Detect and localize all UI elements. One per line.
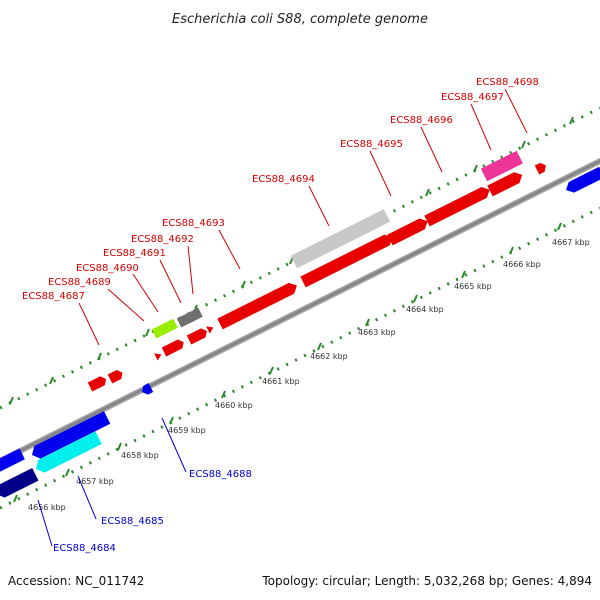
tick-label: 4667 kbp bbox=[552, 238, 590, 247]
gene-ecs88-4697b[interactable] bbox=[487, 170, 525, 197]
gene-ecs88-4692[interactable] bbox=[176, 307, 203, 328]
gene-ecs88-4693a[interactable] bbox=[206, 324, 215, 334]
reverse-gene-labels: ECS88_4684 ECS88_4685 ECS88_4688 bbox=[53, 469, 252, 554]
tick-label: 4666 kbp bbox=[503, 260, 541, 269]
tick-label: 4663 kbp bbox=[358, 328, 396, 337]
gene-label: ECS88_4690 bbox=[76, 263, 139, 274]
gene-ecs88-4697[interactable] bbox=[480, 150, 523, 182]
gene-label: ECS88_4688 bbox=[189, 469, 252, 480]
gene-label: ECS88_4697 bbox=[441, 92, 504, 103]
gene-ecs88-4688[interactable] bbox=[140, 383, 154, 396]
gene-ecs88-4690[interactable] bbox=[154, 351, 163, 361]
tick-label: 4656 kbp bbox=[28, 503, 66, 512]
gene-label: ECS88_4692 bbox=[131, 234, 194, 245]
genome-summary-text: Topology: circular; Length: 5,032,268 bp… bbox=[262, 574, 592, 588]
outer-major-ticks bbox=[9, 116, 574, 405]
gene-ecs88-4689[interactable] bbox=[107, 368, 125, 384]
gene-ecs88-4695[interactable] bbox=[387, 216, 430, 246]
tick-label: 4657 kbp bbox=[76, 477, 114, 486]
reverse-genes bbox=[0, 166, 600, 500]
gene-label: ECS88_4685 bbox=[101, 516, 164, 527]
forward-leader-lines bbox=[78, 88, 528, 346]
gene-label: ECS88_4695 bbox=[340, 139, 403, 150]
tick-label: 4661 kbp bbox=[262, 377, 300, 386]
tick-label: 4662 kbp bbox=[310, 352, 348, 361]
gene-ecs88-4696[interactable] bbox=[424, 184, 492, 227]
gene-ecs88-4694-pseudo[interactable] bbox=[290, 209, 391, 269]
tick-label: 4664 kbp bbox=[406, 305, 444, 314]
gene-label: ECS88_4694 bbox=[252, 174, 315, 185]
gene-ecs88-4690b[interactable] bbox=[161, 338, 186, 357]
forward-gene-labels: ECS88_4687 ECS88_4689 ECS88_4690 ECS88_4… bbox=[22, 77, 539, 302]
accession-text: Accession: NC_011742 bbox=[8, 574, 145, 588]
forward-genes bbox=[87, 150, 548, 392]
tick-label: 4659 kbp bbox=[168, 426, 206, 435]
gene-ecs88-4684[interactable] bbox=[0, 468, 39, 500]
gene-ecs88-4698[interactable] bbox=[534, 161, 548, 175]
outer-tick-track bbox=[0, 106, 600, 410]
gene-reverse-right[interactable] bbox=[563, 166, 600, 196]
gene-ecs88-4692b[interactable] bbox=[186, 327, 209, 345]
gene-label: ECS88_4693 bbox=[162, 218, 225, 229]
tick-label: 4660 kbp bbox=[215, 401, 253, 410]
inner-tick-track bbox=[0, 206, 600, 510]
gene-reverse-b[interactable] bbox=[29, 411, 111, 461]
genome-backbone bbox=[0, 154, 600, 464]
gene-label: ECS88_4684 bbox=[53, 543, 116, 554]
gene-ecs88-4691[interactable] bbox=[151, 318, 178, 339]
gene-label: ECS88_4691 bbox=[103, 248, 166, 259]
gene-label: ECS88_4698 bbox=[476, 77, 539, 88]
gene-ecs88-4694[interactable] bbox=[300, 232, 395, 288]
gene-ecs88-4687[interactable] bbox=[87, 374, 109, 392]
reverse-leader-lines bbox=[37, 417, 187, 547]
gene-label: ECS88_4687 bbox=[22, 291, 85, 302]
gene-label: ECS88_4696 bbox=[390, 115, 453, 126]
tick-label: 4658 kbp bbox=[121, 451, 159, 460]
tick-label: 4665 kbp bbox=[454, 282, 492, 291]
gene-reverse-a[interactable] bbox=[0, 448, 25, 476]
kbp-labels: 4656 kbp 4657 kbp 4658 kbp 4659 kbp 4660… bbox=[28, 238, 590, 512]
gene-ecs88-4693[interactable] bbox=[217, 280, 299, 330]
gene-label: ECS88_4689 bbox=[48, 277, 111, 288]
gene-ecs88-4685[interactable] bbox=[33, 431, 102, 475]
map-title: Escherichia coli S88, complete genome bbox=[172, 12, 428, 27]
inner-major-ticks bbox=[13, 222, 562, 503]
